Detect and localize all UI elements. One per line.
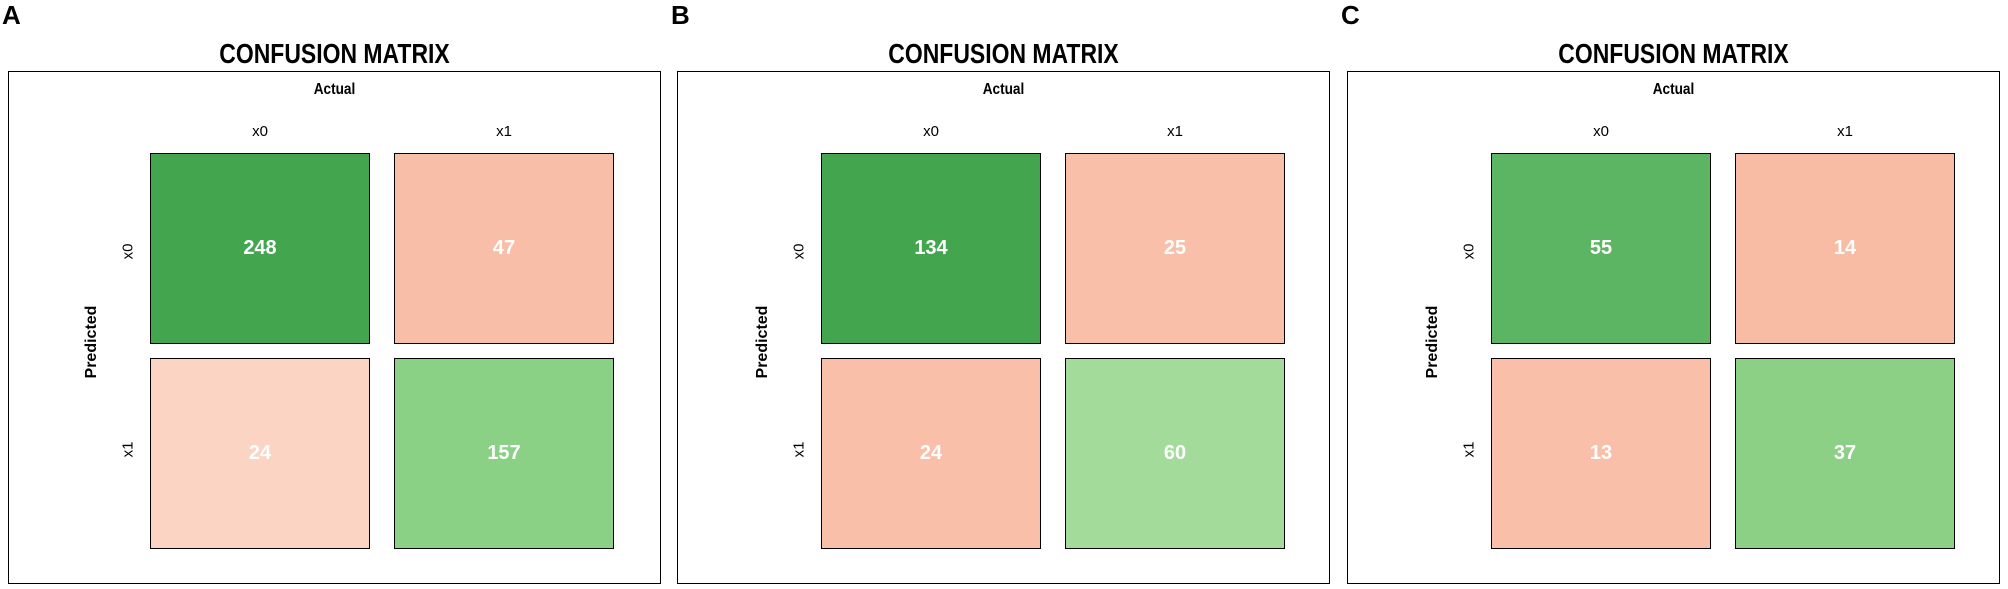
cell-x1-x0: 24 [821,358,1041,549]
cell-x0-x1: 47 [394,153,614,344]
chart-title: CONFUSION MATRIX [219,38,450,69]
plot-frame [677,71,1330,584]
actual-axis-label: Actual [1652,81,1695,98]
row-label-x0: x0 [119,243,137,260]
cell-value: 37 [1833,442,1857,464]
confusion-matrix-panel-a: A CONFUSION MATRIX Actual x0 x1 x0 x1 Pr… [0,0,669,589]
chart-title: CONFUSION MATRIX [888,38,1119,69]
cell-x1-x0: 13 [1491,358,1711,549]
cell-x0-x0: 134 [821,153,1041,344]
cell-value: 60 [1163,442,1187,464]
cell-value: 13 [1589,442,1613,464]
column-label-x1: x1 [1837,123,1853,140]
panel-letter: A [2,0,21,30]
confusion-matrix-panel-c: C CONFUSION MATRIX Actual x0 x1 x0 x1 Pr… [1339,0,2008,589]
cell-x1-x0: 24 [150,358,370,549]
actual-axis-label: Actual [313,81,356,98]
cell-value: 24 [248,442,272,464]
row-label-x0: x0 [1460,243,1478,260]
panel-letter: C [1341,0,1360,30]
column-label-x1: x1 [1167,123,1183,140]
row-label-x1: x1 [1460,441,1478,458]
plot-frame [1347,71,2000,584]
cell-value: 157 [487,442,521,464]
cell-x1-x1: 37 [1735,358,1955,549]
cell-x0-x1: 14 [1735,153,1955,344]
row-label-x1: x1 [119,441,137,458]
cell-x0-x0: 248 [150,153,370,344]
cell-value: 55 [1589,237,1613,259]
predicted-axis-label: Predicted [1424,305,1441,379]
cell-value: 14 [1833,237,1857,259]
row-label-x1: x1 [790,441,808,458]
confusion-matrix-panel-b: B CONFUSION MATRIX Actual x0 x1 x0 x1 Pr… [669,0,1338,589]
cell-x0-x1: 25 [1065,153,1285,344]
cell-value: 47 [492,237,516,259]
cell-value: 248 [243,237,277,259]
plot-frame [8,71,661,584]
row-label-x0: x0 [790,243,808,260]
column-label-x0: x0 [1593,123,1609,140]
cell-x1-x1: 157 [394,358,614,549]
predicted-axis-label: Predicted [83,305,100,379]
chart-title: CONFUSION MATRIX [1558,38,1789,69]
cell-x1-x1: 60 [1065,358,1285,549]
actual-axis-label: Actual [982,81,1025,98]
cell-value: 134 [914,237,948,259]
cell-value: 25 [1163,237,1187,259]
cell-value: 24 [919,442,943,464]
predicted-axis-label: Predicted [754,305,771,379]
column-label-x1: x1 [496,123,512,140]
column-label-x0: x0 [923,123,939,140]
column-label-x0: x0 [252,123,268,140]
cell-x0-x0: 55 [1491,153,1711,344]
panel-letter: B [671,0,690,30]
